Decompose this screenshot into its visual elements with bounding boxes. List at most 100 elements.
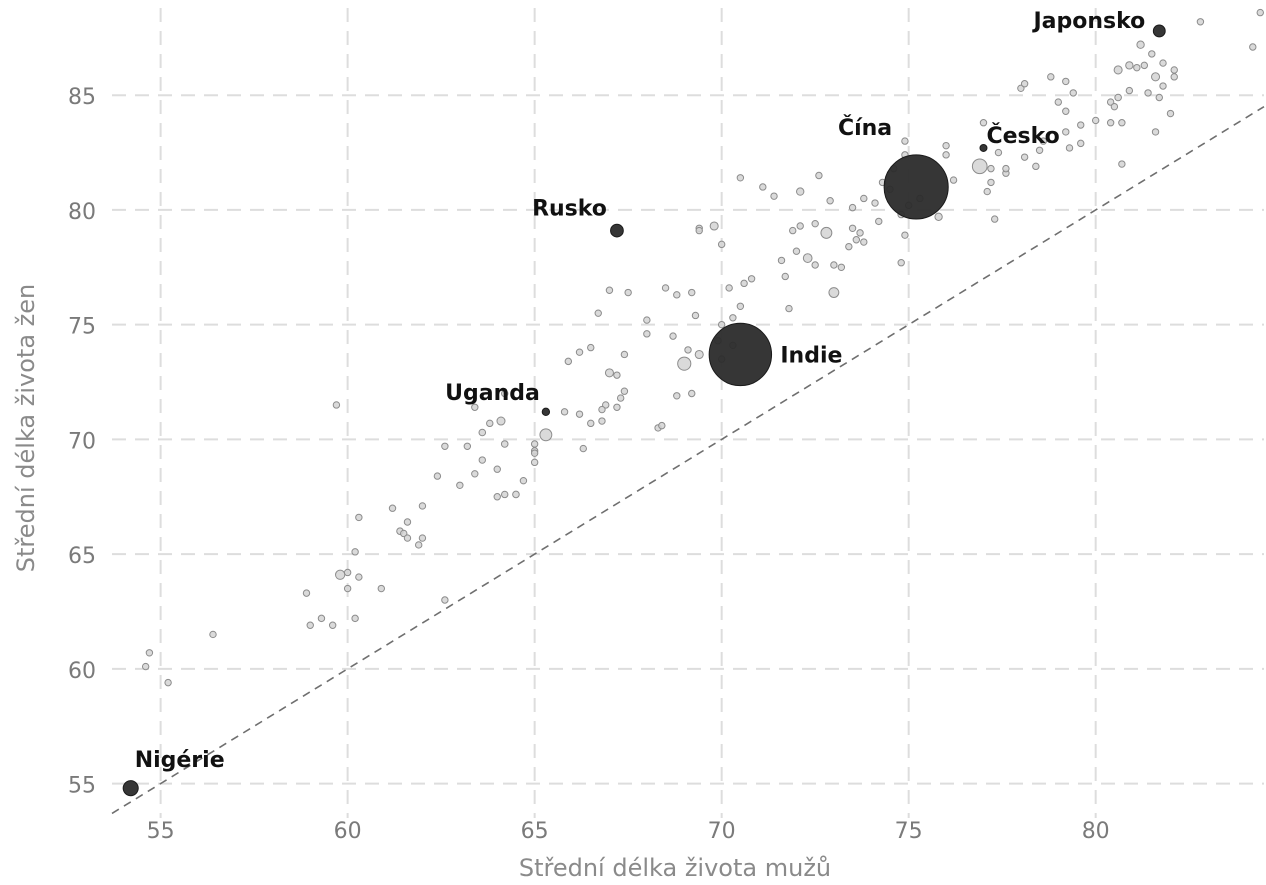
country-point xyxy=(1170,73,1178,81)
country-point xyxy=(141,662,150,671)
country-point xyxy=(852,236,861,244)
country-point xyxy=(587,419,595,428)
country-point xyxy=(942,141,950,150)
country-point xyxy=(418,502,427,510)
highlight-label-cina: Čína xyxy=(838,115,892,141)
country-point xyxy=(343,568,352,577)
country-point xyxy=(560,408,569,416)
country-point xyxy=(598,405,606,414)
country-point xyxy=(1065,144,1074,152)
country-point xyxy=(991,215,999,223)
country-point xyxy=(673,392,681,400)
country-point xyxy=(575,348,584,356)
country-point xyxy=(1249,43,1257,51)
country-point xyxy=(643,316,651,324)
country-point xyxy=(792,247,801,255)
country-point xyxy=(501,389,509,398)
country-point xyxy=(620,350,629,359)
highlight-point-rusko xyxy=(610,223,624,238)
country-point xyxy=(1125,86,1134,95)
country-point xyxy=(306,621,314,629)
country-point xyxy=(564,357,573,366)
country-point xyxy=(530,449,539,457)
highlight-label-rusko: Rusko xyxy=(532,197,607,222)
country-point xyxy=(1020,153,1029,161)
country-point xyxy=(875,217,883,226)
country-point xyxy=(736,174,745,182)
y-axis-title: Střední délka života žen xyxy=(12,284,40,572)
country-point xyxy=(613,371,621,379)
x-tick-label: 55 xyxy=(147,819,175,844)
country-point xyxy=(677,356,692,371)
country-point xyxy=(486,419,494,428)
country-point xyxy=(987,164,995,173)
country-point xyxy=(1196,18,1205,26)
country-point xyxy=(1159,82,1167,90)
country-point xyxy=(418,534,427,542)
country-point xyxy=(669,332,677,340)
country-point xyxy=(456,481,464,489)
country-point xyxy=(1047,73,1055,81)
country-point xyxy=(661,284,670,292)
highlight-label-uganda: Uganda xyxy=(445,381,540,406)
country-point xyxy=(377,584,385,593)
country-point xyxy=(785,304,793,313)
country-point xyxy=(1035,146,1044,154)
country-point xyxy=(826,197,834,205)
country-point xyxy=(1113,65,1123,75)
country-point xyxy=(403,518,412,526)
country-point xyxy=(1062,107,1070,115)
y-tick-label: 65 xyxy=(68,544,96,569)
country-point xyxy=(848,224,857,232)
country-point xyxy=(1062,77,1070,86)
country-point xyxy=(691,311,700,320)
country-point xyxy=(1020,80,1029,88)
y-tick-label: 75 xyxy=(68,315,96,340)
country-point xyxy=(587,343,595,352)
country-point xyxy=(471,470,479,478)
country-point xyxy=(901,137,909,145)
country-point xyxy=(694,349,704,360)
country-point xyxy=(1118,160,1126,168)
country-point xyxy=(673,291,681,299)
country-point xyxy=(209,630,217,639)
country-point xyxy=(604,368,614,378)
country-point xyxy=(688,389,696,398)
country-point xyxy=(332,401,341,409)
country-point xyxy=(1170,66,1178,74)
country-point xyxy=(530,440,539,448)
country-point xyxy=(500,440,509,448)
country-point xyxy=(717,320,726,329)
country-point xyxy=(1077,121,1085,129)
highlight-label-nigerie: Nigérie xyxy=(135,748,225,773)
country-point xyxy=(343,584,352,593)
country-point xyxy=(1039,137,1048,145)
x-tick-label: 75 xyxy=(895,819,923,844)
highlighted-points xyxy=(122,24,1166,797)
country-point xyxy=(811,219,819,228)
country-point xyxy=(979,119,988,127)
country-point xyxy=(530,458,539,467)
country-point xyxy=(729,314,737,322)
reference-line xyxy=(111,105,1265,815)
country-point xyxy=(770,192,778,200)
x-tick-labels: 55 60 65 70 75 80 xyxy=(147,819,1110,844)
country-point xyxy=(658,421,666,430)
country-point xyxy=(987,178,995,187)
country-point xyxy=(1148,50,1156,58)
country-point xyxy=(759,183,767,191)
y-tick-label: 85 xyxy=(68,85,96,110)
country-point xyxy=(845,242,853,251)
country-point xyxy=(317,614,326,623)
country-point xyxy=(971,158,988,175)
highlight-label-japonsko: Japonsko xyxy=(1031,9,1145,34)
country-point xyxy=(688,288,696,297)
y-tick-label: 60 xyxy=(68,659,96,684)
country-point xyxy=(1106,119,1115,127)
country-point xyxy=(1062,128,1070,136)
country-point xyxy=(605,286,614,294)
country-point xyxy=(463,442,472,450)
x-tick-label: 80 xyxy=(1082,819,1110,844)
highlight-labels: Japonsko Česko Čína Rusko Indie Uganda Nigérie xyxy=(135,9,1146,773)
country-point xyxy=(796,222,804,230)
